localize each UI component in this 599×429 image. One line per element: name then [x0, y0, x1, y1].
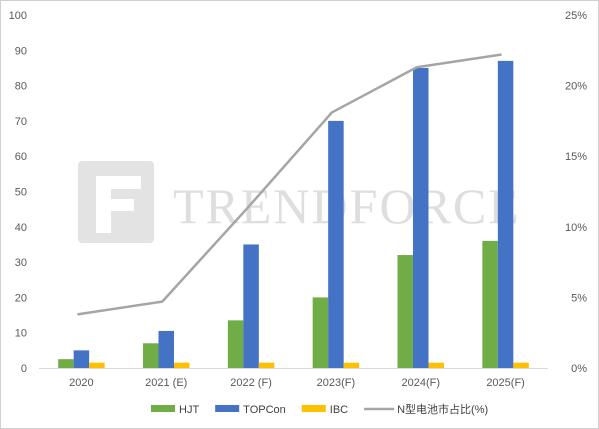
- y-left-tick-label: 30: [15, 257, 27, 269]
- y-left-tick-label: 10: [15, 328, 27, 340]
- y-right-tick-label: 10%: [565, 222, 587, 234]
- bar-hjt: [227, 320, 244, 368]
- bar-topcon: [243, 244, 259, 368]
- y-right-tick-label: 25%: [565, 10, 587, 22]
- y-right-tick-label: 5%: [571, 292, 587, 304]
- legend-label: IBC: [330, 404, 348, 416]
- x-tick-label: 2024(F): [401, 377, 440, 389]
- x-tick-label: 2021 (E): [145, 377, 187, 389]
- bar-hjt: [58, 359, 74, 368]
- trendforce-watermark: TRENDFORCE: [78, 161, 521, 243]
- legend-label: N型电池市占比(%): [397, 402, 488, 416]
- y-left-tick-label: 20: [15, 292, 27, 304]
- y-left-tick-label: 0: [21, 363, 27, 375]
- legend-swatch: [151, 405, 175, 412]
- y-right-tick-label: 15%: [565, 151, 587, 163]
- watermark-logo-glyph: [96, 176, 141, 233]
- bar-topcon: [328, 120, 344, 369]
- bar-hjt: [397, 255, 413, 368]
- bar-ibc: [343, 362, 360, 368]
- series-ibc-bars: [89, 362, 529, 368]
- legend-swatch: [301, 405, 326, 412]
- bar-ibc: [258, 362, 275, 368]
- bar-topcon: [497, 60, 514, 368]
- x-tick-label: 2023(F): [317, 377, 356, 389]
- y-left-tick-label: 40: [15, 222, 27, 234]
- series-n-type-share-line: [77, 53, 502, 316]
- legend: HJT TOPCon IBC N型电池市占比(%): [151, 402, 488, 416]
- legend-label: TOPCon: [243, 404, 286, 416]
- y-right-tick-label: 0%: [571, 363, 587, 375]
- bar-topcon: [158, 330, 174, 368]
- y-left-tick-label: 80: [15, 81, 27, 93]
- y-left-tick-label: 90: [15, 45, 27, 57]
- bar-hjt: [312, 297, 329, 368]
- bar-topcon: [413, 67, 429, 368]
- y-right-tick-label: 20%: [565, 81, 587, 93]
- x-tick-label: 2022 (F): [230, 377, 272, 389]
- x-tick-label: 2020: [69, 377, 93, 389]
- x-tick-label: 2025(F): [486, 377, 525, 389]
- y-left-tick-label: 60: [15, 151, 27, 163]
- legend-label: HJT: [179, 404, 199, 416]
- series-hjt-bars: [58, 240, 498, 368]
- legend-swatch: [215, 405, 240, 412]
- bar-ibc: [428, 362, 444, 368]
- bar-hjt: [143, 343, 159, 368]
- y-left-tick-label: 70: [15, 116, 27, 128]
- bar-ibc: [174, 362, 190, 368]
- series-topcon-bars: [73, 60, 514, 369]
- bar-ibc: [513, 362, 529, 368]
- plot-area: 0 10 20 30 40 50 60 70 80 90 100 0% 5% 10% 15% 20% 25% 20…: [9, 10, 588, 389]
- bar-ibc: [89, 362, 105, 368]
- y-left-tick-label: 50: [15, 187, 27, 199]
- bar-topcon: [73, 350, 90, 368]
- y-left-tick-label: 100: [9, 10, 27, 22]
- watermark-text: TRENDFORCE: [173, 178, 521, 234]
- bar-hjt: [482, 240, 498, 368]
